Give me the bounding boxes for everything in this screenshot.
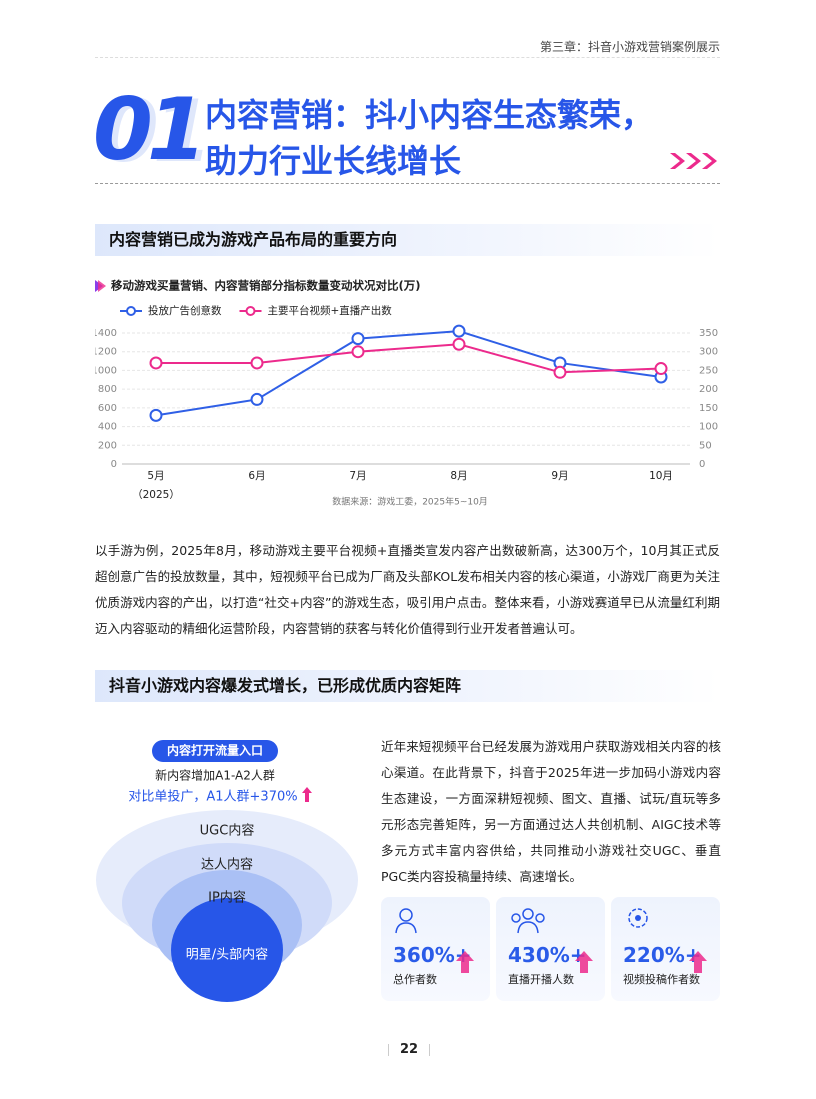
layer-label: UGC内容: [200, 823, 255, 839]
source-note: 数据来源：游戏工委，2025年5~10月: [332, 496, 488, 508]
layer-label: 达人内容: [201, 857, 253, 873]
x-tick-label: 6月: [248, 470, 265, 482]
section-heading: 内容营销已成为游戏产品布局的重要方向: [95, 224, 720, 256]
chart: 移动游戏买量营销、内容营销部分指标数量变动状况对比(万) 0 200 400 600 8…: [95, 279, 718, 508]
series-line: [155, 330, 662, 417]
y2-tick-label: 150: [699, 403, 718, 414]
y2-tick-label: 0: [699, 459, 705, 470]
data-point: [149, 356, 163, 370]
up-arrow: [302, 787, 312, 802]
legend-label: 投放广告创意数: [148, 304, 222, 317]
data-point: [654, 362, 668, 376]
legend-marker: [245, 306, 256, 316]
data-point: [553, 365, 567, 379]
x-tick-label: 8月: [450, 470, 467, 482]
up-arrow: [575, 951, 593, 973]
x-tick-label: 5月: [147, 470, 164, 482]
funnel-line: 新内容增加A1-A2人群: [155, 768, 275, 783]
x-tick-label: 10月: [649, 470, 673, 482]
y2-tick-label: 50: [699, 440, 712, 451]
title-line: 内容营销：抖小内容生态繁荣，: [205, 96, 654, 134]
icon: [511, 908, 545, 934]
data-point: [250, 356, 264, 370]
y-tick-label: 400: [98, 422, 117, 433]
hero-rule: [95, 183, 720, 184]
y2-tick-label: 100: [699, 422, 718, 433]
data-point: [351, 345, 365, 359]
y-tick-label: 600: [98, 403, 117, 414]
chart-title: 移动游戏买量营销、内容营销部分指标数量变动状况对比(万): [111, 279, 421, 293]
stat-card: 430%+ 直播开播人数: [496, 897, 605, 1001]
data-point: [452, 324, 466, 338]
layer: [171, 898, 283, 1002]
section-heading: 抖音小游戏内容爆发式增长，已形成优质内容矩阵: [95, 670, 720, 702]
y2-tick-label: 300: [699, 347, 718, 358]
stat-value: 430%+: [508, 943, 587, 967]
header-rule: [95, 57, 720, 58]
category-note: （2025）: [132, 489, 180, 501]
data-point: [452, 337, 466, 351]
icon: [395, 908, 417, 934]
y2-tick-label: 350: [699, 328, 718, 339]
y-tick-label: 800: [98, 384, 117, 395]
stat-value: 220%+: [623, 943, 702, 967]
y-tick-label: 1000: [95, 365, 117, 376]
up-arrow: [689, 951, 707, 973]
stat-card: 360%+ 总作者数: [381, 897, 490, 1001]
funnel-diagram: 内容打开流量入口 新内容增加A1-A2人群 对比单投广，A1人群+370% UG…: [96, 740, 358, 1002]
paragraph: 以手游为例，2025年8月，移动游戏主要平台视频+直播类宣发内容产出数破新高，达…: [95, 543, 720, 636]
section-number: 01: [93, 80, 207, 180]
y-tick-label: 0: [111, 459, 117, 470]
stat-label: 直播开播人数: [508, 973, 574, 986]
funnel-line: 对比单投广，A1人群+370%: [128, 789, 297, 805]
title-line: 助力行业长线增长: [205, 142, 462, 180]
title-icon: [98, 280, 106, 292]
y2-tick-label: 250: [699, 365, 718, 376]
stat-card: 220%+ 视频投稿作者数: [611, 897, 720, 1001]
badge: [152, 740, 278, 762]
page-number: 22: [388, 1043, 430, 1056]
data-point: [250, 392, 264, 406]
layer-label: 明星/头部内容: [186, 947, 268, 963]
stat-label: 总作者数: [393, 973, 437, 986]
y-tick-label: 200: [98, 440, 117, 451]
up-arrow: [456, 951, 474, 973]
hero-title: 内容营销：抖小内容生态繁荣， 助力行业长线增长: [205, 92, 653, 184]
y-tick-label: 1400: [95, 328, 117, 339]
legend-label: 主要平台视频+直播产出数: [268, 304, 393, 317]
stat-label: 视频投稿作者数: [623, 973, 700, 986]
data-point: [149, 408, 163, 422]
y-tick-label: 1200: [95, 347, 117, 358]
series-line: [156, 343, 662, 374]
chevrons: [670, 153, 717, 169]
x-tick-label: 9月: [551, 470, 568, 482]
legend-marker: [126, 306, 136, 316]
y2-tick-label: 200: [699, 384, 718, 395]
icon: [628, 908, 648, 928]
stat-value: 360%+: [393, 943, 472, 967]
x-tick-label: 7月: [349, 470, 366, 482]
paragraph: 近年来短视频平台已经发展为游戏用户获取游戏相关内容的核心渠道。在此背景下，抖音于…: [381, 739, 721, 884]
layer-label: IP内容: [208, 890, 246, 906]
badge-text: 内容打开流量入口: [167, 743, 263, 758]
data-point: [351, 332, 365, 346]
chapter-header: 第三章：抖音小游戏营销案例展示: [539, 40, 720, 54]
